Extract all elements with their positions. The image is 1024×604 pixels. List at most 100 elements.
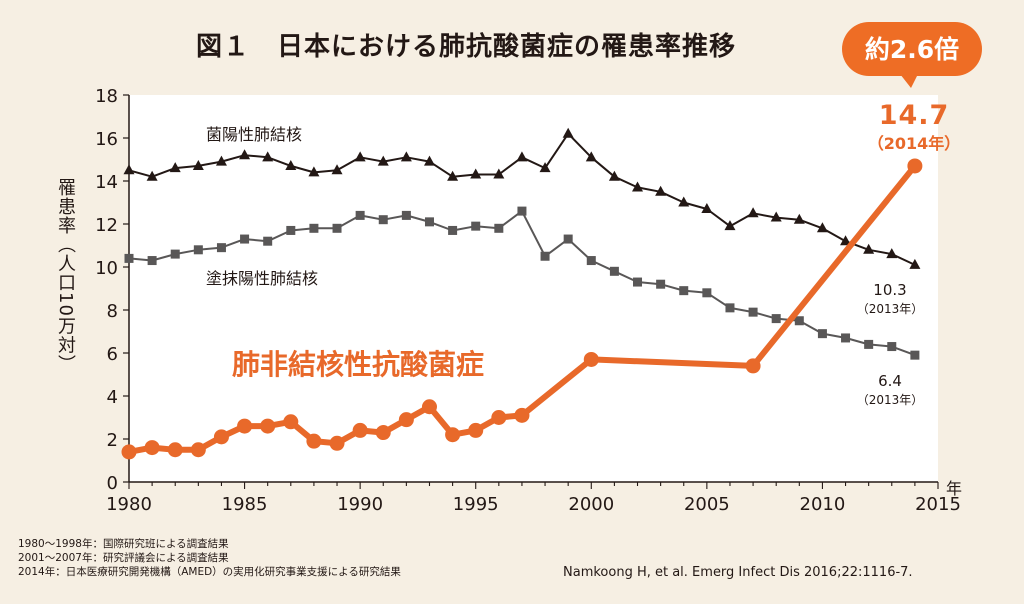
data-point	[355, 210, 365, 220]
legend-smear-label: 塗抹陽性肺結核	[206, 269, 318, 288]
data-point	[724, 220, 736, 231]
note-line: 1980〜1998年：国際研究班による調査結果	[18, 538, 229, 550]
series-ntm	[121, 158, 923, 460]
data-point	[147, 256, 157, 266]
data-point	[239, 149, 251, 160]
data-point	[144, 440, 160, 456]
x-tick-label: 2000	[568, 494, 614, 515]
data-point	[216, 243, 226, 253]
data-point	[331, 164, 343, 175]
data-point	[260, 418, 276, 434]
series-smear	[124, 206, 920, 360]
data-point	[609, 266, 619, 276]
note-line: 2001〜2007年：研究評議会による調査結果	[18, 552, 229, 564]
data-point	[123, 164, 135, 175]
citation: Namkoong H, et al. Emerg Infect Dis 2016…	[563, 565, 913, 580]
culture-end-value: 10.3	[873, 281, 906, 299]
data-point	[190, 442, 206, 458]
data-point	[656, 279, 666, 289]
x-axis-unit: 年	[946, 479, 962, 498]
data-point	[306, 433, 322, 449]
y-tick-label: 14	[95, 172, 118, 193]
data-point	[491, 410, 507, 425]
x-tick-label: 1980	[106, 494, 152, 515]
y-tick-label: 4	[107, 387, 118, 408]
data-point	[679, 286, 689, 296]
data-point	[770, 211, 782, 222]
y-tick-label: 2	[107, 430, 118, 451]
data-point	[562, 127, 574, 138]
data-point	[354, 151, 366, 162]
data-point	[887, 342, 897, 352]
data-point	[378, 215, 388, 225]
data-point	[146, 170, 158, 181]
data-point	[516, 151, 528, 162]
data-point	[332, 223, 342, 233]
data-point	[817, 329, 827, 339]
data-point	[308, 166, 320, 177]
data-point	[286, 225, 296, 235]
data-point	[192, 159, 204, 170]
data-point	[633, 277, 643, 287]
data-point	[909, 258, 921, 269]
x-tick-label: 1990	[337, 494, 383, 515]
legend-culture-label: 菌陽性肺結核	[206, 125, 302, 144]
data-point	[448, 225, 458, 235]
data-point	[263, 236, 273, 246]
data-point	[329, 435, 345, 451]
y-tick-label: 16	[95, 129, 118, 150]
data-point	[586, 256, 596, 266]
data-point	[240, 234, 250, 244]
data-point	[493, 168, 505, 179]
axes: 0 2 4 6 8 10 12 14 16 18 1980 1985 1990 1995 2000 2005 2…	[95, 86, 961, 515]
data-point	[262, 151, 274, 162]
data-point	[309, 223, 319, 233]
ratio-badge: 約2.6倍	[842, 22, 982, 88]
data-point	[745, 358, 761, 374]
data-point	[283, 414, 299, 430]
data-point	[423, 155, 435, 166]
data-point	[725, 303, 735, 313]
data-point	[583, 351, 599, 367]
y-tick-label: 0	[107, 473, 118, 494]
ratio-badge-pointer	[900, 74, 918, 88]
data-point	[632, 181, 644, 192]
data-point	[424, 217, 434, 227]
data-point	[445, 427, 461, 443]
data-point	[401, 210, 411, 220]
data-point	[124, 253, 134, 263]
x-tick-label: 2010	[800, 494, 846, 515]
data-point	[701, 202, 713, 213]
data-point	[540, 251, 550, 261]
x-tick-label: 1995	[453, 494, 499, 515]
ratio-badge-label: 約2.6倍	[865, 35, 959, 64]
data-point	[747, 207, 759, 218]
data-point	[886, 248, 898, 259]
x-tick-label: 2005	[684, 494, 730, 515]
data-point	[215, 155, 227, 166]
data-point	[398, 412, 414, 428]
y-axis-label: 罹患率（人口10万対）	[55, 178, 76, 374]
data-point	[213, 429, 229, 445]
y-tick-label: 8	[107, 301, 118, 322]
y-tick-label: 18	[95, 86, 118, 107]
data-point	[539, 162, 551, 173]
data-point	[771, 314, 781, 324]
data-point	[608, 170, 620, 181]
series-culture	[123, 127, 921, 269]
x-tick-label: 1985	[222, 494, 268, 515]
data-point	[702, 288, 712, 298]
smear-end-value: 6.4	[878, 372, 902, 390]
source-notes: 1980〜1998年：国際研究班による調査結果 2001〜2007年：研究評議会…	[18, 537, 401, 579]
data-point	[170, 249, 180, 259]
data-point	[655, 185, 667, 196]
smear-end-year: （2013年）	[857, 393, 924, 407]
data-point	[678, 196, 690, 207]
data-point	[840, 235, 852, 246]
page-title: 図１ 日本における肺抗酸菌症の罹患率推移	[196, 32, 737, 62]
y-tick-label: 12	[95, 215, 118, 236]
y-tick-label: 10	[95, 258, 118, 279]
data-point	[517, 206, 527, 216]
culture-end-year: （2013年）	[857, 302, 924, 316]
data-point	[285, 159, 297, 170]
